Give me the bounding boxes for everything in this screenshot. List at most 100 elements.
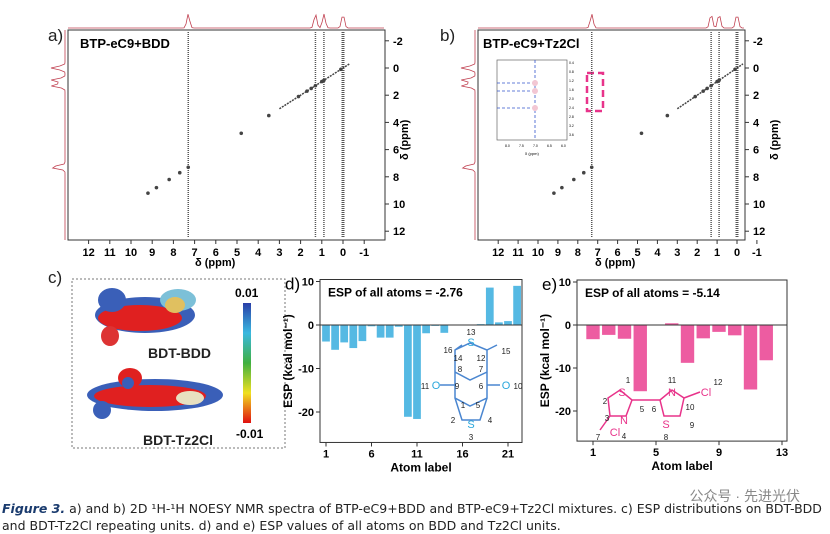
structure-atom-label: N <box>668 387 676 399</box>
x-axis-label: Atom label <box>651 459 712 473</box>
y-axis-label: ESP (kcal mol⁻¹) <box>281 314 295 407</box>
x-tick-label: 8 <box>170 247 176 259</box>
y-tick-label: 6 <box>753 145 759 157</box>
inset-x-tick-label: 6.0 <box>561 144 566 148</box>
tz2cl-structure <box>599 389 701 431</box>
structure-atom-label: 4 <box>488 416 493 425</box>
inset-plot: 0.4 0.8 1.2 1.6 2.0 2.4 2.8 3.2 3.6 8.0 7.5 7.0 6.5 6… <box>496 59 574 156</box>
structure-atom-label: S <box>467 419 474 431</box>
structure-atom-label: N <box>620 415 628 427</box>
bar <box>617 325 632 339</box>
bar <box>404 325 412 417</box>
diagonal-peak <box>589 165 594 170</box>
inset-y-tick-label: 0.4 <box>569 61 574 65</box>
y-tick-label: 10 <box>393 199 405 211</box>
figure-caption: Figure 3. a) and b) 2D ¹H-¹H NOESY NMR s… <box>2 500 828 534</box>
inset-y-tick-label: 2.4 <box>569 106 574 110</box>
y-tick-label: 10 <box>753 199 765 211</box>
top-1d-spectrum <box>478 14 745 29</box>
plot-frame <box>319 279 523 443</box>
x-tick-label: 16 <box>456 448 468 460</box>
structure-atom-label: 1 <box>461 401 466 410</box>
x-tick-label: 11 <box>104 247 116 259</box>
bar <box>743 325 758 390</box>
y-tick-label: -10 <box>555 363 571 375</box>
structure-atom-label: Cl <box>610 427 620 439</box>
bar <box>331 325 339 350</box>
left-1d-spectrum <box>50 30 66 240</box>
bar <box>696 325 710 339</box>
structure-atom-label: 6 <box>652 405 657 414</box>
inset-y-tick-label: 3.2 <box>569 124 574 128</box>
y-tick-label: 0 <box>393 63 399 75</box>
plot-frame <box>576 279 788 442</box>
x-tick-label: 2 <box>298 247 304 259</box>
structure-atom-label: 3 <box>469 433 474 442</box>
structure-atom-label: 15 <box>502 347 511 356</box>
panel-label: d) <box>285 275 300 294</box>
x-tick-label: 1 <box>714 247 720 259</box>
bar <box>349 325 358 349</box>
panel-title: BTP-eC9+BDD <box>80 36 170 51</box>
structure-atom-label: O <box>502 380 511 392</box>
watermark: 公众号 · 先进光伏 <box>689 488 800 504</box>
y-tick-label: 10 <box>302 277 314 289</box>
x-axis-label: Atom label <box>390 460 451 474</box>
structure-atom-label: 14 <box>454 354 463 363</box>
diagonal-peak <box>186 165 191 170</box>
x-tick-label: 3 <box>276 247 282 259</box>
panel-label: e) <box>542 275 557 294</box>
bar <box>602 325 616 335</box>
inset-x-tick-label: 7.5 <box>519 144 524 148</box>
esp-surface-panel: BDT-BDD BDT-Tz2Cl 0.01 -0.01 <box>71 278 286 449</box>
inset-y-tick-label: 1.6 <box>569 88 574 92</box>
structure-atom-label: 9 <box>690 421 695 430</box>
diagonal-peak <box>167 177 171 182</box>
y-tick-label: -10 <box>298 364 314 376</box>
structure-atom-label: 10 <box>686 403 695 412</box>
structure-atom-label: 11 <box>421 382 430 391</box>
x-tick-label: 0 <box>340 247 346 259</box>
inset-x-tick-label: 7.0 <box>533 144 538 148</box>
structure-atom-label: 4 <box>622 432 627 441</box>
diagonal-peak <box>560 185 564 190</box>
caption-text: a) and b) 2D ¹H-¹H NOESY NMR spectra of … <box>2 501 822 533</box>
x-tick-label: 5 <box>234 247 240 259</box>
diagonal-peak <box>639 131 644 136</box>
top-1d-spectrum <box>68 13 384 29</box>
x-tick-label: 12 <box>492 247 504 259</box>
structure-atom-label: S <box>467 337 474 349</box>
structure-atom-label: 2 <box>603 397 608 406</box>
structure-atom-label: 6 <box>479 382 484 391</box>
y-axis-label: δ (ppm) <box>769 119 781 160</box>
bar <box>322 325 330 342</box>
y-tick-label: 4 <box>393 117 400 129</box>
structure-atom-label: 11 <box>668 376 677 385</box>
x-tick-label: 11 <box>512 247 524 259</box>
x-tick-label: 1 <box>319 247 325 259</box>
caption-figure-number: Figure 3. <box>2 501 66 516</box>
y-tick-label: -20 <box>555 406 571 418</box>
highlight-box <box>585 71 605 113</box>
nmr-panel-a: BTP-eC9+BDD δ (ppm) δ (ppm) 12 11 10 9 8 7 6 5 4… <box>50 13 411 269</box>
x-tick-label: 5 <box>653 447 659 459</box>
diagonal-peak <box>572 177 576 182</box>
bar <box>485 287 494 325</box>
bar <box>680 325 695 363</box>
x-tick-label: 1 <box>590 447 596 459</box>
structure-atom-label: 13 <box>467 328 476 337</box>
x-axis-label: δ (ppm) <box>195 257 236 269</box>
x-tick-label: 3 <box>674 247 680 259</box>
diagonal-peak <box>239 131 244 136</box>
structure-atom-label: O <box>432 380 441 392</box>
structure-atom-label: Cl <box>701 387 711 399</box>
bar <box>394 325 403 327</box>
esp-surface-bdt-tz2cl <box>87 368 223 419</box>
x-tick-label: 7 <box>595 247 601 259</box>
structure-atom-label: 9 <box>455 382 460 391</box>
y-tick-label: 2 <box>753 90 759 102</box>
x-tick-label: -1 <box>359 247 369 259</box>
mol-label: BDT-Tz2Cl <box>143 432 213 448</box>
structure-atom-label: 3 <box>605 414 610 423</box>
x-tick-label: 11 <box>411 448 423 460</box>
